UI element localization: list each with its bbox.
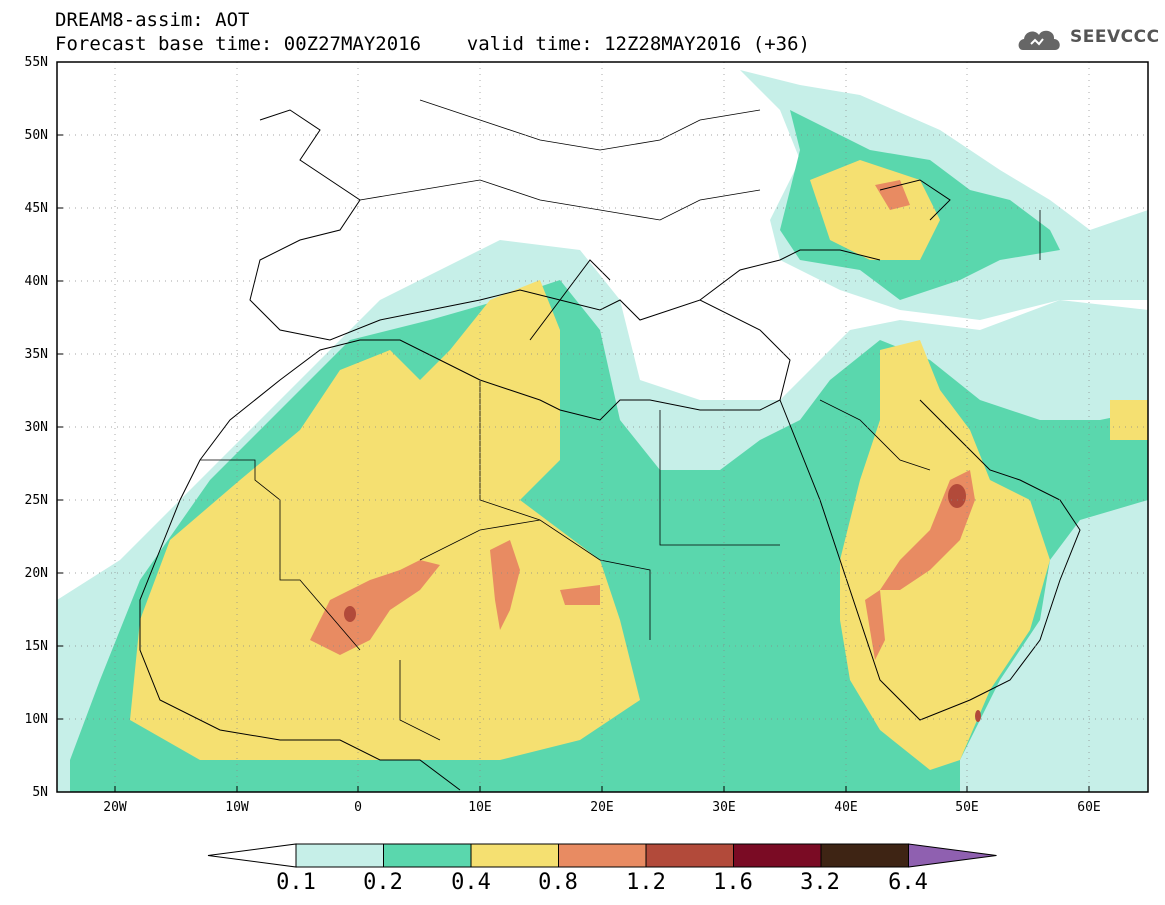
lat-label: 15N — [24, 639, 48, 654]
lat-label: 35N — [24, 347, 48, 362]
colorbar-label: 1.6 — [713, 870, 753, 895]
aot-band-1.2 — [344, 484, 981, 722]
lat-label: 55N — [24, 55, 48, 70]
colorbar-box — [470, 843, 559, 868]
cloud-logo-icon — [1018, 30, 1060, 50]
coastlines — [139, 109, 1081, 791]
lat-label: 45N — [24, 201, 48, 216]
lon-label: 20W — [103, 800, 127, 815]
colorbar-box — [295, 843, 384, 868]
colorbar-label: 3.2 — [800, 870, 840, 895]
lon-label: 20E — [590, 800, 614, 815]
colorbar-label: 0.2 — [363, 870, 403, 895]
axis-ticks — [57, 61, 1090, 792]
lat-label: 5N — [32, 785, 48, 800]
lat-label: 30N — [24, 420, 48, 435]
colorbar-box — [645, 843, 734, 868]
lon-label: 50E — [955, 800, 979, 815]
colorbar-box — [383, 843, 472, 868]
colorbar-overflow-triangle — [908, 843, 997, 868]
lon-label: 40E — [834, 800, 858, 815]
lon-label: 30E — [712, 800, 736, 815]
colorbar-label: 0.1 — [276, 870, 316, 895]
colorbar-label: 0.8 — [538, 870, 578, 895]
lon-label: 10E — [468, 800, 492, 815]
lat-label: 50N — [24, 128, 48, 143]
colorbar-box — [820, 843, 909, 868]
logo-text: SEEVCCC — [1070, 27, 1160, 47]
colorbar-label: 1.2 — [626, 870, 666, 895]
chart-title: DREAM8-assim: AOT — [55, 9, 250, 31]
lat-label: 40N — [24, 274, 48, 289]
lat-label: 10N — [24, 712, 48, 727]
colorbar-underflow-triangle — [207, 843, 297, 868]
lat-label: 25N — [24, 493, 48, 508]
forecast-time-line: Forecast base time: 00Z27MAY2016 valid t… — [55, 33, 810, 55]
colorbar-box — [558, 843, 647, 868]
colorbar-label: 6.4 — [888, 870, 928, 895]
lon-label: 0 — [354, 800, 362, 815]
lon-label: 60E — [1077, 800, 1101, 815]
lat-label: 20N — [24, 566, 48, 581]
lon-label: 10W — [225, 800, 249, 815]
colorbar-label: 0.4 — [451, 870, 491, 895]
colorbar-box — [733, 843, 822, 868]
